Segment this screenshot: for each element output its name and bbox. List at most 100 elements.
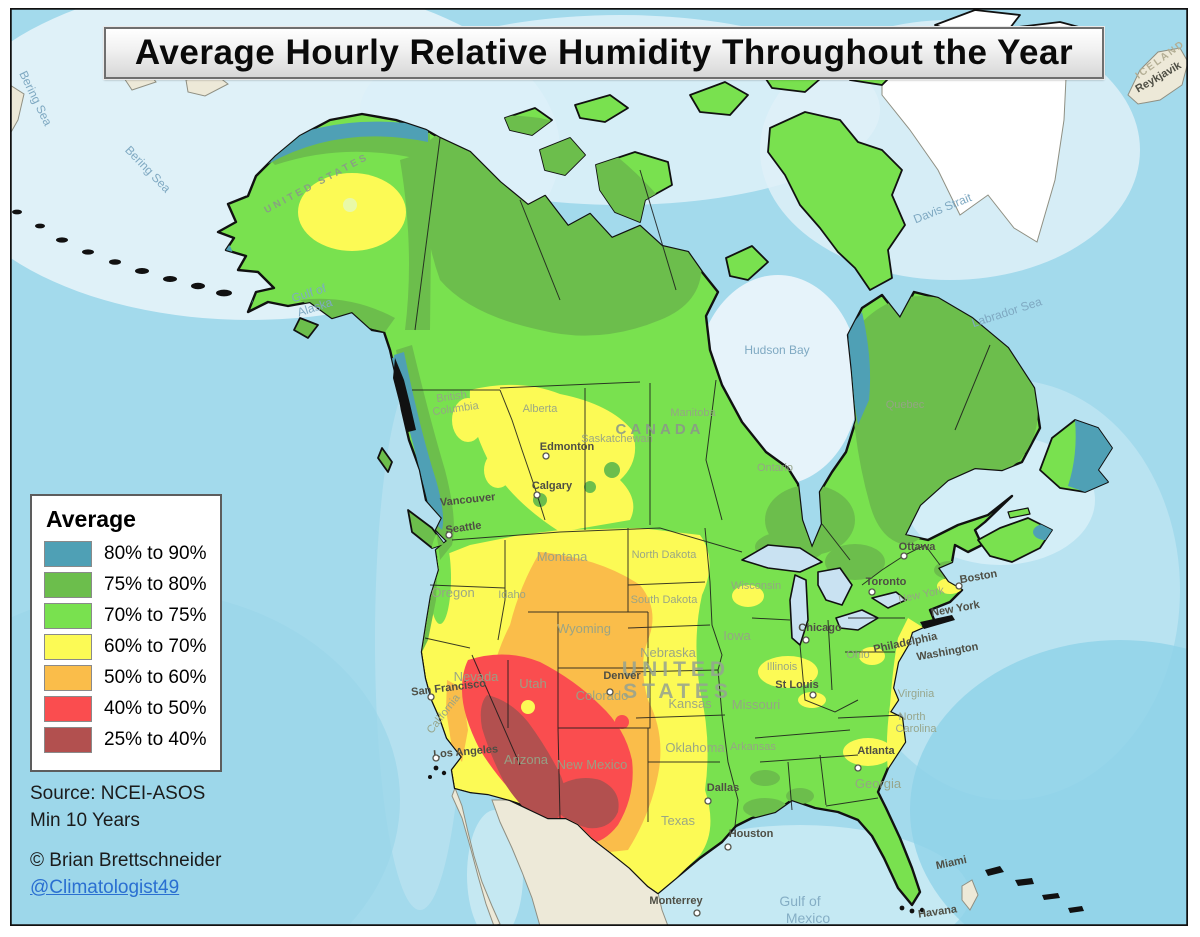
city-marker-seattle — [445, 531, 453, 539]
city-marker-edmonton — [542, 452, 550, 460]
map-label-dallas: Dallas — [707, 782, 739, 794]
legend-label: 50% to 60% — [104, 667, 207, 688]
legend-row: 60% to 70% — [44, 634, 208, 660]
zone-pale-dot — [343, 198, 357, 212]
city-marker-san-francisco — [427, 693, 435, 701]
iceland-landmass — [1127, 47, 1188, 105]
map-label-quebec: Quebec — [886, 399, 925, 411]
map-label-edmonton: Edmonton — [540, 441, 595, 453]
map-label-kansas: Kansas — [668, 696, 712, 711]
map-label-alberta: Alberta — [523, 403, 559, 415]
russia-coast — [10, 84, 25, 136]
source-line: Source: NCEI-ASOS — [30, 783, 206, 804]
lake-ontario — [871, 591, 907, 609]
map-label-utah: Utah — [519, 676, 546, 691]
legend-label: 60% to 70% — [104, 636, 207, 657]
map-label-united: UNITED — [622, 658, 730, 681]
legend-swatch — [44, 572, 92, 598]
legend-label: 75% to 80% — [104, 574, 207, 595]
map-label-chicago: Chicago — [798, 622, 842, 634]
map-label-nebraska: Nebraska — [640, 645, 696, 660]
page-title: Average Hourly Relative Humidity Through… — [134, 33, 1074, 72]
aleutian-islands — [12, 209, 1084, 914]
legend-panel: Average 80% to 90% 75% to 80% 70% to 75%… — [30, 494, 222, 772]
source-credit: Source: NCEI-ASOS Min 10 Years © Brian B… — [30, 780, 221, 901]
map-label-st-louis: St Louis — [775, 679, 818, 691]
map-label-denver: Denver — [603, 670, 641, 682]
map-label-hudson-bay: Hudson Bay — [744, 343, 809, 357]
legend-swatch — [44, 696, 92, 722]
city-marker-st-louis — [809, 691, 817, 699]
map-label-oregon: Oregon — [431, 585, 474, 600]
map-label-iowa: Iowa — [723, 628, 751, 643]
map-label-wisconsin: Wisconsin — [731, 580, 781, 592]
map-label-montana: Montana — [537, 549, 588, 564]
city-marker-houston — [724, 843, 732, 851]
map-label-north-dakota: North Dakota — [632, 549, 698, 561]
map-label-vancouver: Vancouver — [439, 491, 496, 509]
copyright-line: © Brian Brettschneider — [30, 850, 222, 871]
city-marker-dallas — [704, 797, 712, 805]
map-label-ontario: Ontario — [757, 462, 793, 474]
map-label-arizona: Arizona — [504, 752, 549, 767]
map-label-colorado: Colorado — [576, 688, 629, 703]
city-marker-chicago — [802, 636, 810, 644]
no-data-landmasses — [10, 47, 1188, 926]
legend-swatch — [44, 665, 92, 691]
city-marker-atlanta — [854, 764, 862, 772]
city-marker-toronto — [868, 588, 876, 596]
map-label-north: North — [899, 711, 926, 723]
map-label-ottawa: Ottawa — [899, 541, 937, 553]
legend-row: 40% to 50% — [44, 696, 208, 722]
great-lakes — [741, 544, 907, 646]
legend-row: 80% to 90% — [44, 541, 208, 567]
map-label-havana: Havana — [917, 903, 958, 920]
map-label-illinois: Illinois — [767, 661, 798, 673]
city-marker-boston — [955, 582, 963, 590]
map-label-british: British — [436, 389, 468, 405]
legend-row: 70% to 75% — [44, 603, 208, 629]
map-label-seattle: Seattle — [445, 520, 482, 537]
map-label-canada: CANADA — [616, 421, 705, 438]
map-label-toronto: Toronto — [866, 576, 907, 588]
map-label-georgia: Georgia — [855, 776, 902, 791]
source-min-years: Min 10 Years — [30, 810, 140, 831]
map-label-arkansas: Arkansas — [730, 741, 776, 753]
map-label-nevada: Nevada — [454, 669, 500, 684]
map-label-ohio: Ohio — [846, 649, 869, 661]
legend-swatch — [44, 541, 92, 567]
legend-row: 75% to 80% — [44, 572, 208, 598]
legend-swatch — [44, 634, 92, 660]
map-label-saskatchewan: Saskatchewan — [581, 433, 653, 445]
twitter-handle-link[interactable]: @Climatologist49 — [30, 877, 180, 898]
city-marker-ottawa — [900, 552, 908, 560]
legend-label: 80% to 90% — [104, 543, 207, 564]
lake-erie — [835, 609, 879, 631]
map-label-manitoba: Manitoba — [670, 407, 716, 419]
map-label-missouri: Missouri — [732, 697, 781, 712]
map-label-virginia: Virginia — [898, 688, 935, 700]
map-label-calgary: Calgary — [532, 480, 573, 492]
map-label-wyoming: Wyoming — [557, 621, 611, 636]
map-label-mexico: Mexico — [786, 910, 831, 926]
map-label-gulf-of: Gulf of — [779, 893, 820, 909]
legend-label: 70% to 75% — [104, 605, 207, 626]
map-label-atlanta: Atlanta — [857, 745, 895, 757]
legend-row: 50% to 60% — [44, 665, 208, 691]
map-label-monterrey: Monterrey — [649, 895, 703, 907]
legend-rows: 80% to 90% 75% to 80% 70% to 75% 60% to … — [44, 541, 208, 753]
lake-superior — [741, 544, 823, 573]
map-label-carolina: Carolina — [896, 723, 938, 735]
city-marker-los-angeles — [432, 754, 440, 762]
map-label-oklahoma: Oklahoma — [665, 740, 725, 755]
greenland-landmass — [881, 77, 1067, 243]
legend-label: 25% to 40% — [104, 729, 207, 750]
legend-label: 40% to 50% — [104, 698, 207, 719]
political-borders — [412, 137, 991, 827]
lake-huron — [817, 567, 853, 606]
map-label-states: STATES — [623, 680, 733, 703]
map-label-los-angeles: Los Angeles — [433, 743, 499, 761]
map-label-idaho: Idaho — [498, 589, 526, 601]
bahamas-island — [961, 879, 979, 911]
